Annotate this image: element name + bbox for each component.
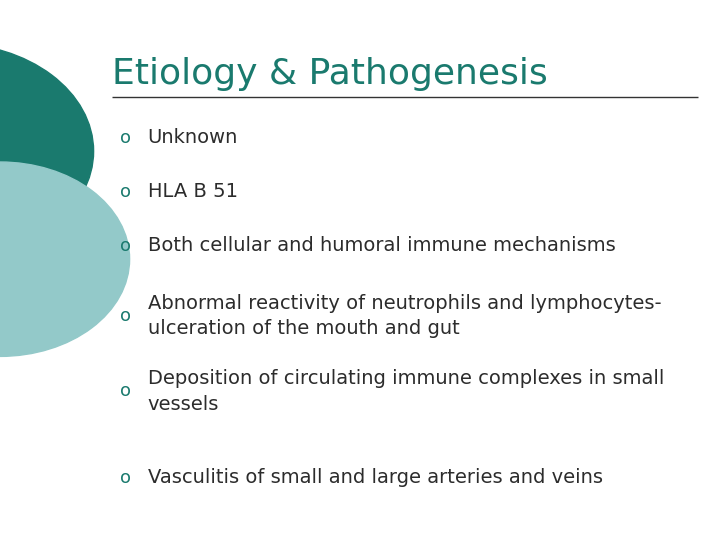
Text: Both cellular and humoral immune mechanisms: Both cellular and humoral immune mechani… (148, 236, 616, 255)
Text: o: o (120, 382, 132, 401)
Text: o: o (120, 307, 132, 325)
Text: o: o (120, 469, 132, 487)
Text: o: o (120, 237, 132, 255)
Text: Etiology & Pathogenesis: Etiology & Pathogenesis (112, 57, 547, 91)
Circle shape (0, 43, 94, 259)
Text: Vasculitis of small and large arteries and veins: Vasculitis of small and large arteries a… (148, 468, 603, 488)
Text: Unknown: Unknown (148, 128, 238, 147)
Circle shape (0, 162, 130, 356)
Text: o: o (120, 183, 132, 201)
Text: HLA B 51: HLA B 51 (148, 182, 238, 201)
Text: o: o (120, 129, 132, 147)
Text: Abnormal reactivity of neutrophils and lymphocytes-
ulceration of the mouth and : Abnormal reactivity of neutrophils and l… (148, 294, 661, 338)
Text: Deposition of circulating immune complexes in small
vessels: Deposition of circulating immune complex… (148, 369, 664, 414)
